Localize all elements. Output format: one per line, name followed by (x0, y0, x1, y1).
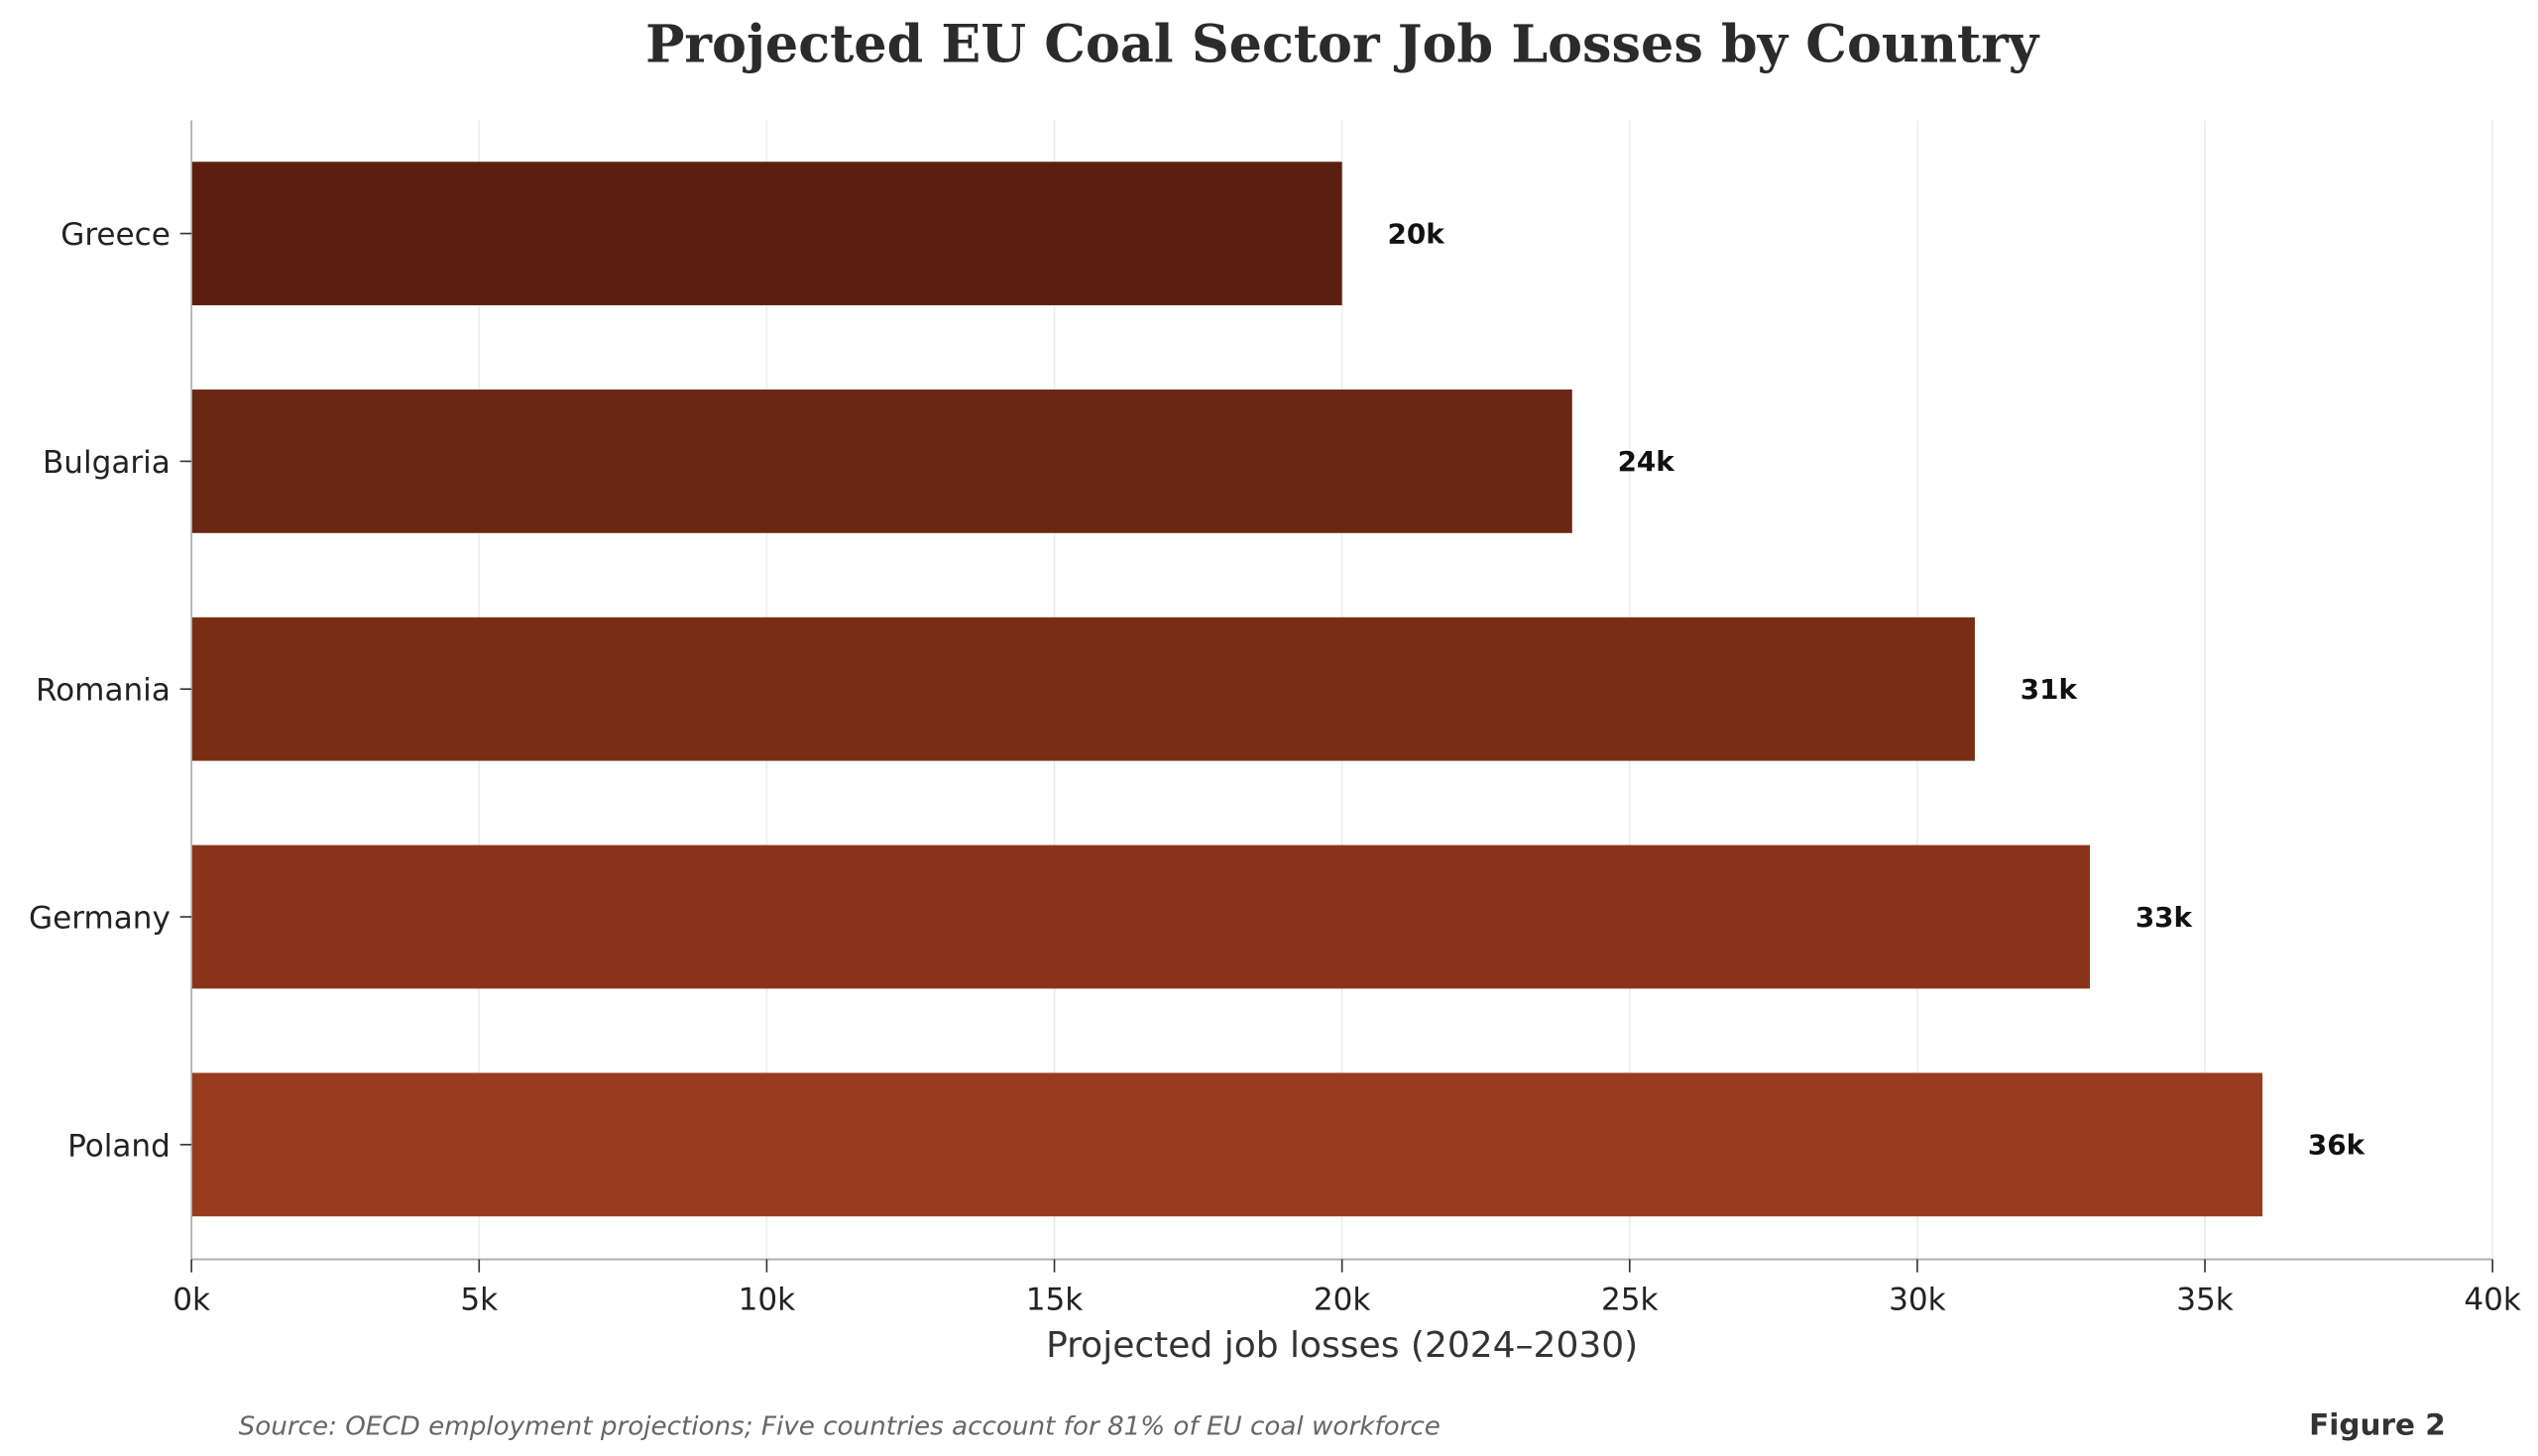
y-tick-label: Germany (29, 900, 171, 936)
y-tick-label: Poland (67, 1128, 171, 1164)
y-tick-label: Romania (36, 673, 171, 709)
chart-title: Projected EU Coal Sector Job Losses by C… (645, 15, 2040, 75)
data-label: 24k (1618, 445, 1676, 478)
x-tick-label: 0k (173, 1282, 210, 1317)
bar-germany (191, 844, 2090, 989)
x-tick-label: 25k (1601, 1282, 1659, 1317)
x-tick-label: 35k (2176, 1282, 2234, 1317)
bar-bulgaria (191, 390, 1572, 533)
x-tick-label: 15k (1026, 1282, 1084, 1317)
y-tick-label: Greece (60, 217, 171, 253)
bar-greece (191, 162, 1342, 305)
x-tick-label: 20k (1314, 1282, 1371, 1317)
data-label: 31k (2020, 673, 2079, 706)
data-label: 36k (2308, 1129, 2366, 1162)
source-note: Source: OECD employment projections; Fiv… (239, 1411, 1441, 1441)
data-label: 33k (2135, 901, 2194, 934)
x-tick-label: 40k (2464, 1282, 2521, 1317)
x-tick-label: 5k (460, 1282, 498, 1317)
y-tick-label: Bulgaria (43, 445, 171, 481)
bars: 20k 24k 31k 33k 36k (191, 162, 2366, 1217)
x-axis-label: Projected job losses (2024–2030) (1046, 1325, 1638, 1366)
figure-label: Figure 2 (2309, 1407, 2446, 1441)
x-tick-label: 30k (1889, 1282, 1946, 1317)
bar-poland (191, 1072, 2263, 1217)
bar-romania (191, 616, 1975, 761)
x-axis-ticks: 0k 5k 10k 15k 20k 25k 30k 35k 40k (173, 1259, 2521, 1317)
y-axis-ticks: Greece Bulgaria Romania Germany Poland (29, 217, 192, 1164)
data-label: 20k (1387, 217, 1445, 250)
x-tick-label: 10k (739, 1282, 796, 1317)
